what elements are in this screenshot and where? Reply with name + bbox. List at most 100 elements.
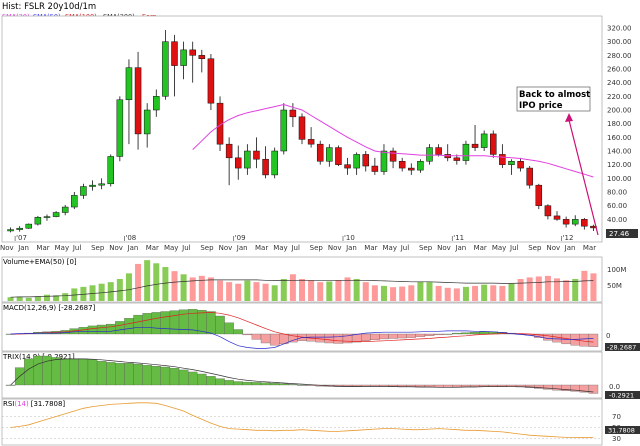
candle-body — [353, 154, 360, 169]
candle-body — [61, 206, 69, 213]
trix-bar — [479, 384, 489, 387]
macd-bar — [251, 333, 262, 340]
volume-bar — [526, 277, 533, 301]
macd-bar — [397, 333, 407, 339]
candle-body — [335, 147, 342, 165]
candle — [462, 140, 470, 165]
volume-bar — [43, 294, 50, 301]
candle-body — [134, 67, 142, 135]
price-x-tick: Jan — [454, 244, 466, 252]
volume-bar — [554, 278, 561, 301]
trix-bar — [497, 384, 508, 387]
candle — [61, 204, 69, 216]
macd-bar — [87, 325, 98, 335]
candle — [262, 146, 269, 179]
candle-body — [271, 150, 278, 176]
candle-body — [180, 49, 187, 66]
candle-body — [162, 41, 169, 97]
volume-bar — [25, 297, 32, 301]
volume-bar — [472, 285, 479, 301]
macd-bar — [588, 333, 599, 347]
volume-bar — [207, 277, 214, 301]
trix-bar — [470, 384, 480, 387]
price-year-mark: '08 — [125, 234, 136, 242]
candle-body — [98, 183, 105, 186]
candle-body — [207, 58, 215, 104]
candle-body — [544, 205, 552, 217]
trix-bar — [51, 357, 61, 386]
sma-20-line — [192, 103, 594, 178]
candle-body — [371, 165, 379, 172]
price-y-tick: 40.00 — [607, 216, 627, 224]
macd-bar — [178, 309, 189, 335]
candle — [426, 144, 433, 165]
trix-bar — [133, 363, 143, 386]
trix-bar — [260, 382, 271, 386]
macd-bar — [96, 324, 107, 335]
macd-bar — [197, 309, 207, 335]
price-y-tick: 120.00 — [607, 161, 632, 169]
annotation-line1: Back to almost — [519, 90, 590, 100]
candle-body — [344, 164, 351, 169]
macd-bar — [470, 332, 480, 335]
candle — [553, 211, 561, 221]
macd-bar — [479, 331, 489, 335]
candle — [499, 144, 506, 169]
volume-bar — [335, 280, 342, 301]
candle — [408, 163, 415, 175]
volume-bar — [544, 275, 551, 301]
trix-bar — [60, 358, 70, 386]
volume-bar — [590, 273, 597, 301]
candle — [471, 125, 479, 151]
price-x-tick: Jan — [564, 244, 576, 252]
macd-bar — [233, 329, 243, 335]
candle-body — [517, 161, 524, 169]
candle-body — [198, 55, 206, 59]
trix-bar — [78, 358, 89, 386]
trix-bar — [242, 381, 253, 386]
macd-bar — [388, 333, 398, 339]
candle — [517, 157, 524, 172]
candle-body — [107, 156, 114, 185]
volume-bar — [444, 287, 451, 301]
candle-body — [7, 229, 14, 232]
candle-body — [244, 150, 251, 169]
trix-bar — [124, 363, 134, 386]
candle-body — [362, 154, 370, 167]
trix-bar — [215, 378, 225, 386]
price-x-axis: Nov Jan Mar May Jul Sep Nov Jan Mar May Jul Sep Nov J… — [0, 234, 596, 252]
price-x-tick: Jan — [345, 244, 357, 252]
rsi-title-prefix: RSI — [3, 400, 14, 408]
annotation-arrow — [568, 119, 599, 236]
price-y-tick: 80.00 — [607, 189, 627, 197]
trix-bar — [288, 384, 298, 386]
macd-bar — [370, 333, 380, 340]
volume-bar — [426, 282, 433, 301]
candle — [162, 30, 169, 100]
candle-body — [16, 227, 23, 230]
trix-bar — [151, 365, 161, 386]
volume-bar — [517, 279, 524, 301]
volume-bar — [16, 296, 23, 301]
candle — [180, 41, 187, 80]
candle — [43, 214, 51, 221]
macd-bar — [315, 333, 325, 343]
candle — [171, 34, 178, 97]
price-y-tick: 320.00 — [607, 25, 632, 33]
macd-bar — [443, 333, 453, 335]
candle — [253, 137, 260, 169]
price-y-tick: 180.00 — [607, 120, 632, 128]
trix-bar — [206, 376, 216, 386]
macd-bar — [215, 315, 225, 335]
trix-last-label: -0.2921 — [609, 392, 634, 400]
candle-body — [280, 109, 288, 152]
candle-body — [380, 150, 388, 172]
macd-bar — [206, 311, 216, 335]
macd-bar — [160, 311, 171, 335]
volume-bar — [399, 286, 406, 301]
price-candles — [7, 30, 597, 233]
macd-bars — [5, 309, 599, 347]
candle — [307, 127, 315, 148]
volume-bar — [308, 280, 315, 301]
trix-bar — [452, 384, 462, 388]
